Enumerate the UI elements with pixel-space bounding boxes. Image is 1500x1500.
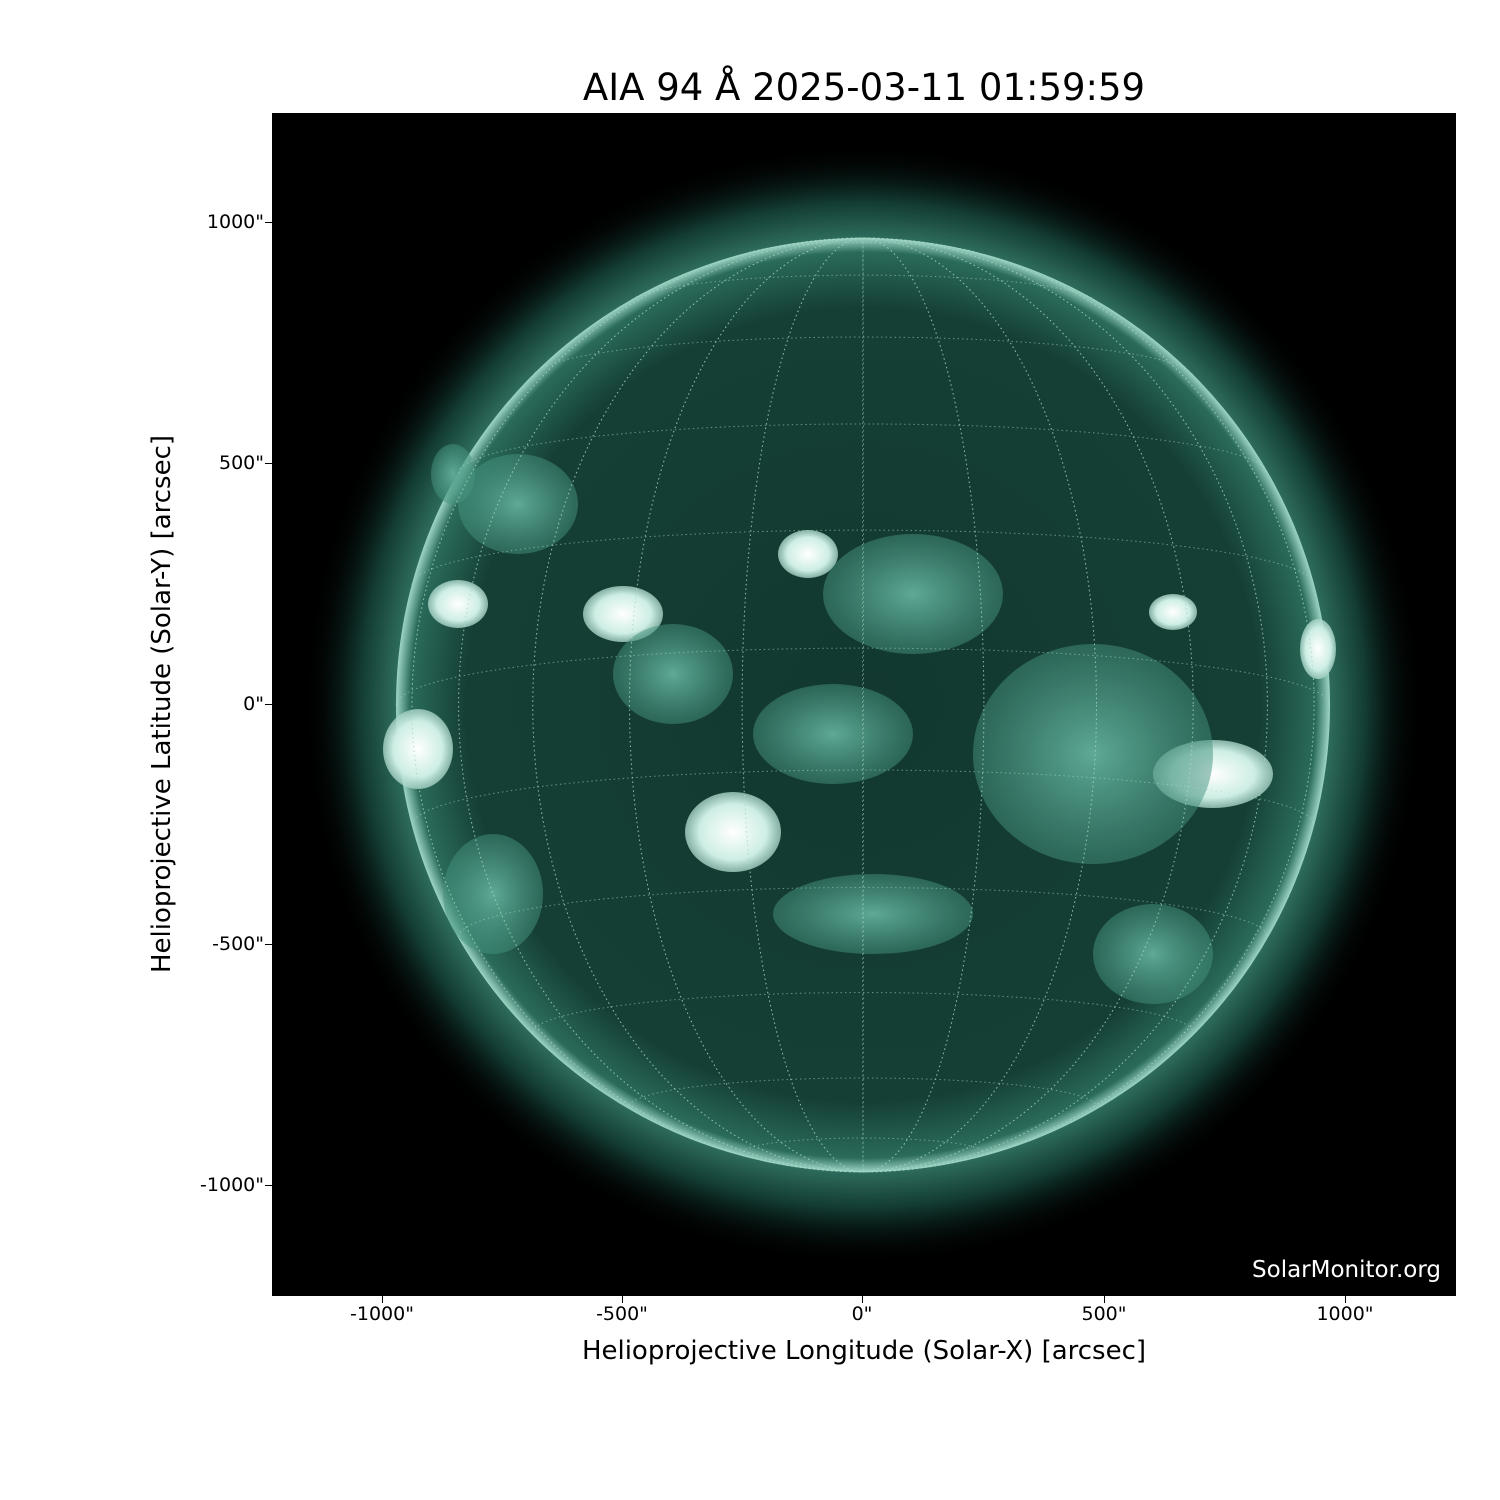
active-region-bright <box>685 792 781 872</box>
x-tick-label: -500" <box>596 1303 648 1325</box>
sun-image <box>303 145 1423 1265</box>
y-tick-label: 500" <box>218 452 264 474</box>
grid-parallel <box>629 274 1097 304</box>
active-region <box>973 644 1213 864</box>
grid-parallel <box>629 1077 1097 1107</box>
active-region-bright <box>778 530 838 578</box>
active-region-bright <box>1149 594 1197 630</box>
y-tickmark <box>265 944 272 945</box>
grid-parallel <box>395 647 1331 706</box>
active-region <box>773 874 973 954</box>
x-tick-label: 500" <box>1081 1303 1127 1325</box>
active-region-bright <box>583 586 663 642</box>
x-axis-label: Helioprojective Longitude (Solar-X) [arc… <box>581 1336 1147 1366</box>
x-tickmark <box>1104 1296 1105 1303</box>
y-tickmark <box>265 463 272 464</box>
active-region <box>458 454 578 554</box>
grid-meridian <box>741 237 985 1173</box>
grid-parallel <box>741 1137 985 1153</box>
grid-meridian <box>629 237 1097 1173</box>
y-tickmark <box>265 222 272 223</box>
grid-parallel <box>532 336 1194 378</box>
y-tickmark <box>265 1185 272 1186</box>
y-tick-label: 0" <box>243 693 264 715</box>
x-tick-label: 1000" <box>1316 1303 1374 1325</box>
active-region <box>753 684 913 784</box>
active-region-bright <box>1300 619 1336 679</box>
x-tickmark <box>622 1296 623 1303</box>
y-tick-label: 1000" <box>206 211 264 233</box>
x-tick-label: 0" <box>851 1303 873 1325</box>
active-region <box>613 624 733 724</box>
solar-image-axes: SolarMonitor.org <box>272 113 1456 1296</box>
grid-parallel <box>532 991 1194 1033</box>
y-axis-label: Helioprojective Latitude (Solar-Y) [arcs… <box>147 434 177 974</box>
y-tickmark <box>265 704 272 705</box>
grid-meridian <box>411 237 1315 1173</box>
active-region <box>1093 904 1213 1004</box>
watermark: SolarMonitor.org <box>1252 1257 1441 1283</box>
y-tick-label: -500" <box>212 933 264 955</box>
active-region <box>823 534 1003 654</box>
grid-meridian <box>862 237 864 1173</box>
active-region-bright <box>428 580 488 628</box>
x-tickmark <box>1345 1296 1346 1303</box>
grid-parallel <box>411 529 1315 586</box>
x-tickmark <box>862 1296 863 1303</box>
grid-parallel <box>741 241 985 258</box>
x-tick-label: -1000" <box>350 1303 414 1325</box>
plot-title: AIA 94 Å 2025-03-11 01:59:59 <box>582 66 1146 109</box>
grid-parallel <box>411 769 1315 826</box>
active-region <box>443 834 543 954</box>
y-tick-label: -1000" <box>200 1174 264 1196</box>
active-region-bright <box>383 709 453 789</box>
x-tickmark <box>382 1296 383 1303</box>
